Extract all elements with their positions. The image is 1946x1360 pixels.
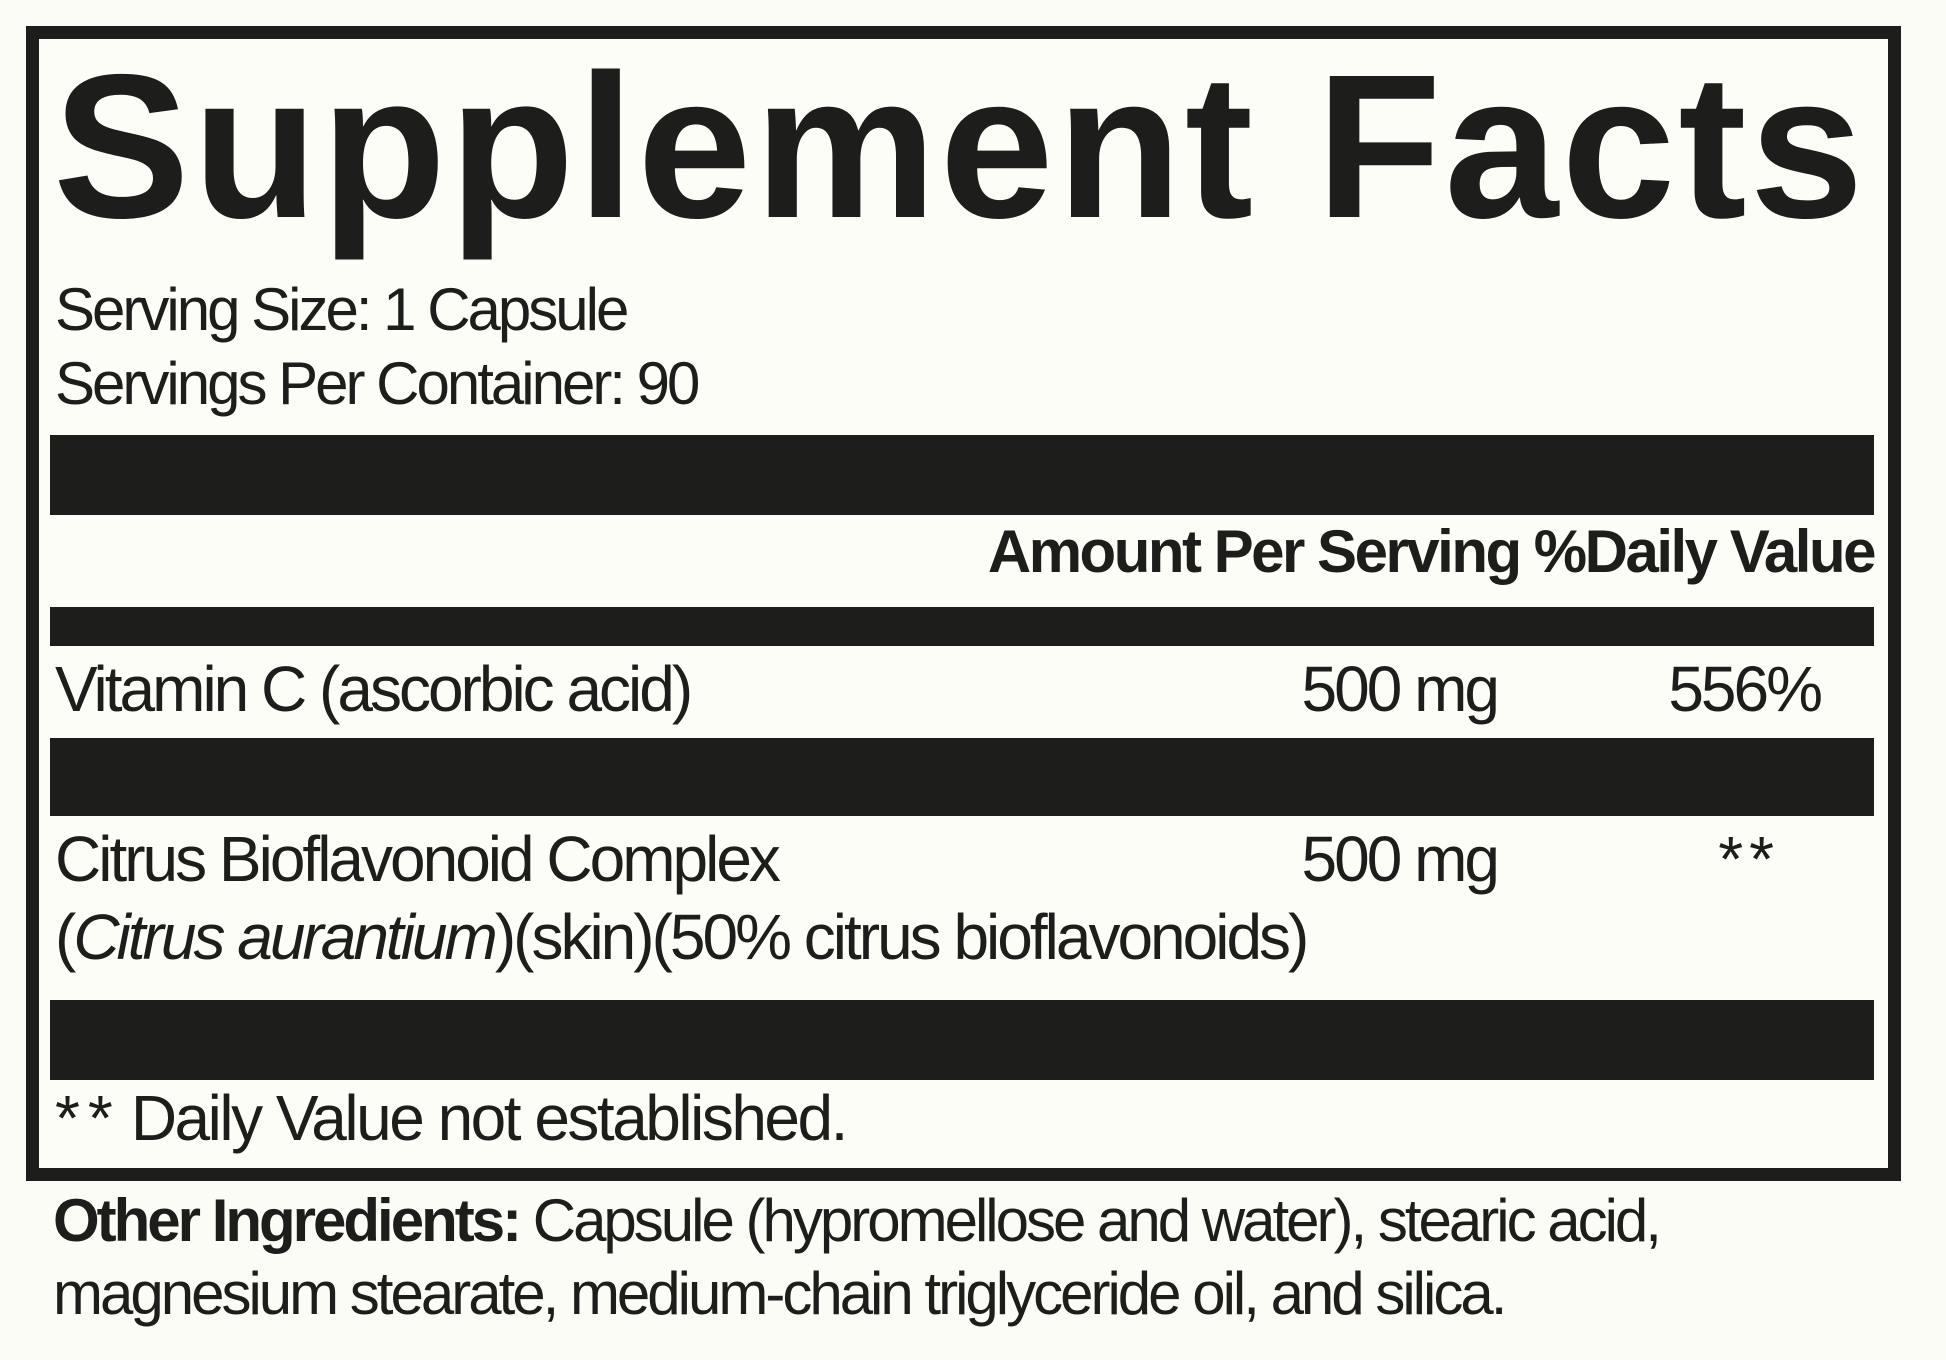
servings-per-container-line: Servings Per Container: 90 (55, 350, 700, 417)
other-ingredients-paragraph: Other Ingredients: Capsule (hypromellose… (53, 1184, 1898, 1330)
other-ingredients-line-1: Other Ingredients: Capsule (hypromellose… (53, 1184, 1898, 1257)
nutrient-row-vitamin-c: Vitamin C (ascorbic acid) 500 mg 556% (50, 651, 1874, 727)
separator-bar-thick-bottom (50, 1000, 1874, 1080)
other-ingredients-lead: Other Ingredients: (53, 1187, 522, 1254)
nutrient-amount-citrus-complex: 500 mg (1301, 823, 1500, 895)
separator-bar-thin (50, 607, 1874, 646)
nutrient-name-citrus-complex: Citrus Bioflavonoid Complex (55, 823, 781, 895)
nutrient-daily-value-vitamin-c: 556% (1668, 653, 1823, 725)
column-header-row: Amount Per Serving %Daily Value (987, 518, 1877, 585)
nutrient-amount-vitamin-c: 500 mg (1301, 653, 1500, 725)
nutrient-name-vitamin-c: Vitamin C (ascorbic acid) (55, 653, 693, 725)
separator-bar-thick-top (50, 435, 1874, 515)
serving-info-block: Serving Size: 1 Capsule Servings Per Con… (50, 273, 1874, 421)
supplement-facts-title: Supplement Facts (53, 32, 1867, 261)
detail-rest: )(skin)(50% citrus bioflavonoids) (494, 901, 1310, 973)
footnote-marker: ** (55, 1082, 121, 1154)
serving-size-line: Serving Size: 1 Capsule (55, 276, 629, 343)
footnote-row: ** Daily Value not established. (50, 1080, 1874, 1156)
other-ingredients-line1-rest: Capsule (hypromellose and water), steari… (532, 1187, 1662, 1254)
detail-open-paren: ( (55, 901, 76, 973)
other-ingredients-line-2: magnesium stearate, medium-chain triglyc… (53, 1260, 1507, 1327)
separator-bar-thick-middle (50, 738, 1874, 816)
footnote-text: Daily Value not established. (130, 1082, 849, 1154)
citrus-complex-main-line: Citrus Bioflavonoid Complex 500 mg ** (50, 820, 1874, 898)
nutrient-name-detail-line: (Citrus aurantium)(skin)(50% citrus biof… (50, 898, 1874, 976)
nutrient-daily-value-citrus-complex: ** (1497, 820, 1874, 898)
nutrient-row-citrus-complex: Citrus Bioflavonoid Complex 500 mg ** (C… (50, 820, 1874, 976)
detail-species-name: Citrus aurantium (73, 901, 497, 973)
supplement-facts-panel: Supplement Facts Serving Size: 1 Capsule… (26, 26, 1901, 1181)
daily-value-asterisks: ** (1718, 823, 1780, 895)
